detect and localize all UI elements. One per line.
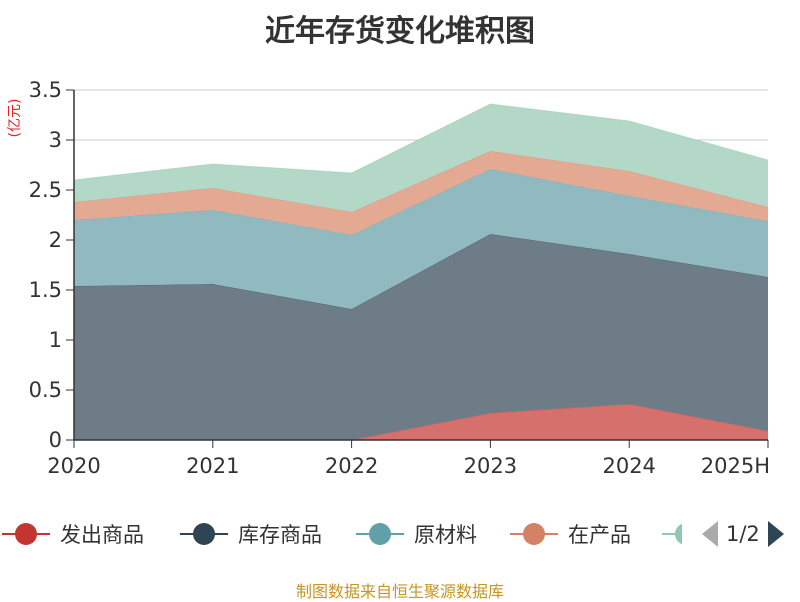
legend-marker: [662, 523, 682, 545]
y-tick-label: 0: [49, 428, 62, 452]
x-tick-label: 2020: [47, 454, 100, 478]
legend-label: 原材料: [414, 523, 477, 547]
area-series-2: [74, 234, 768, 440]
legend-item[interactable]: [660, 516, 682, 552]
axes: 0 0.5 1 1.5 2 2.5 3 3.5 2020 2021 2022 2023 2024 2025…: [29, 78, 770, 478]
legend-marker: [356, 523, 404, 545]
triangle-left-icon[interactable]: [700, 519, 720, 549]
legend-item[interactable]: 在产品: [508, 516, 631, 552]
legend-marker: [2, 523, 50, 545]
legend-page-indicator: 1/2: [726, 522, 760, 546]
x-tick-label: 2022: [325, 454, 378, 478]
legend-label: 库存商品: [238, 523, 322, 547]
x-tick-label: 2025H: [701, 454, 770, 478]
legend-marker-dot: [523, 523, 545, 545]
legend-marker-dot: [193, 523, 215, 545]
area-series: [73, 103, 769, 441]
chart-title: 近年存货变化堆积图: [265, 14, 535, 49]
legend-marker-dot: [369, 523, 391, 545]
series-line-5: [73, 103, 769, 181]
legend-label: 在产品: [568, 523, 631, 547]
y-tick-label: 0.5: [29, 378, 62, 402]
x-tick-label: 2024: [602, 454, 655, 478]
y-tick-label: 3.5: [29, 78, 62, 102]
legend-item[interactable]: 库存商品: [178, 516, 322, 552]
legend-marker: [180, 523, 228, 545]
x-tick-label: 2021: [186, 454, 239, 478]
legend-item[interactable]: 发出商品: [0, 516, 144, 552]
area-series-4: [74, 151, 768, 235]
legend: 发出商品 库存商品 原材料 在产品: [0, 516, 800, 552]
y-tick-label: 1.5: [29, 278, 62, 302]
area-series-5: [74, 104, 768, 212]
y-tick-label: 2.5: [29, 178, 62, 202]
area-series-1: [74, 404, 768, 440]
y-tick-label: 1: [49, 328, 62, 352]
area-series-3: [74, 169, 768, 309]
legend-marker-dot: [675, 523, 682, 545]
legend-label: 发出商品: [60, 523, 144, 547]
y-tick-label: 3: [49, 128, 62, 152]
triangle-right-icon[interactable]: [766, 519, 786, 549]
legend-item[interactable]: 原材料: [354, 516, 477, 552]
legend-marker-dot: [15, 523, 37, 545]
y-tick-label: 2: [49, 228, 62, 252]
y-axis-unit-label: (亿元): [7, 99, 23, 138]
data-source-note: 制图数据来自恒生聚源数据库: [295, 582, 504, 601]
x-tick-label: 2023: [464, 454, 517, 478]
legend-pager: 1/2: [700, 516, 786, 552]
legend-marker: [510, 523, 558, 545]
